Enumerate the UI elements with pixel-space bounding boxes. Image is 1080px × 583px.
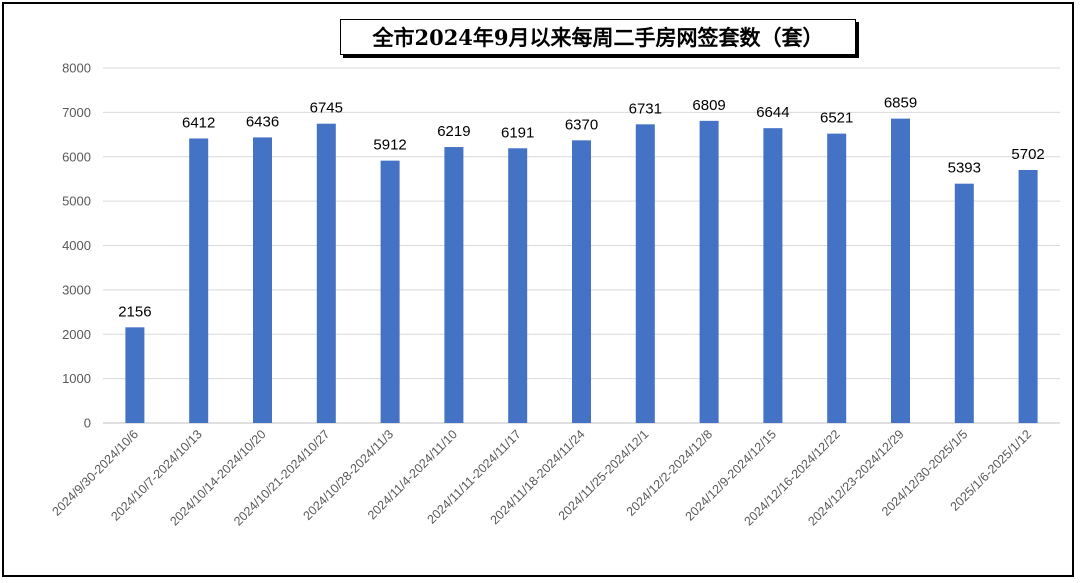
y-tick-label: 6000: [62, 149, 91, 164]
y-tick-label: 1000: [62, 371, 91, 386]
data-label: 5393: [948, 160, 981, 177]
y-axis: 0 1000 2000 3000 4000 5000 6000 7000 8000: [62, 61, 91, 431]
data-label: 6191: [501, 124, 534, 141]
data-label: 6219: [437, 123, 470, 140]
data-label: 6436: [246, 113, 279, 130]
bar: [1018, 169, 1038, 423]
data-label: 6809: [692, 97, 725, 114]
y-tick-label: 4000: [62, 238, 91, 253]
data-label: 6745: [310, 100, 343, 117]
data-label: 5912: [373, 137, 406, 154]
data-label: 6731: [629, 100, 662, 117]
bar: [380, 160, 400, 423]
data-label: 6370: [565, 116, 598, 133]
y-tick-label: 2000: [62, 327, 91, 342]
bar: [316, 123, 336, 424]
y-tick-label: 8000: [62, 61, 91, 76]
data-label: 6859: [884, 95, 917, 112]
bar: [572, 140, 591, 424]
bar: [827, 133, 847, 424]
bar: [699, 120, 719, 424]
y-tick-label: 5000: [62, 194, 91, 209]
bar: [508, 148, 528, 424]
bar: [189, 138, 209, 423]
bar: [444, 147, 464, 424]
bar: [954, 183, 974, 423]
data-label: 6412: [182, 114, 215, 131]
chart-title: 全市2024年9月以来每周二手房网签套数（套）: [340, 19, 856, 55]
bars: [125, 118, 1038, 424]
bar: [891, 118, 910, 424]
data-label: 2156: [118, 303, 151, 320]
x-axis: 2024/9/30-2024/10/62024/10/7-2024/10/132…: [50, 427, 1035, 528]
y-tick-label: 0: [84, 416, 91, 431]
bar: [635, 124, 655, 423]
bar: [763, 128, 783, 424]
data-labels: 2156 6412 6436 6745 5912 6219 6191 6370 6731 6809…: [118, 95, 1045, 321]
data-label: 5702: [1011, 146, 1044, 163]
bar: [125, 327, 145, 423]
data-label: 6644: [756, 104, 789, 121]
data-label: 6521: [820, 110, 853, 127]
y-tick-label: 3000: [62, 282, 91, 297]
y-tick-label: 7000: [62, 105, 91, 120]
bar: [253, 137, 272, 423]
